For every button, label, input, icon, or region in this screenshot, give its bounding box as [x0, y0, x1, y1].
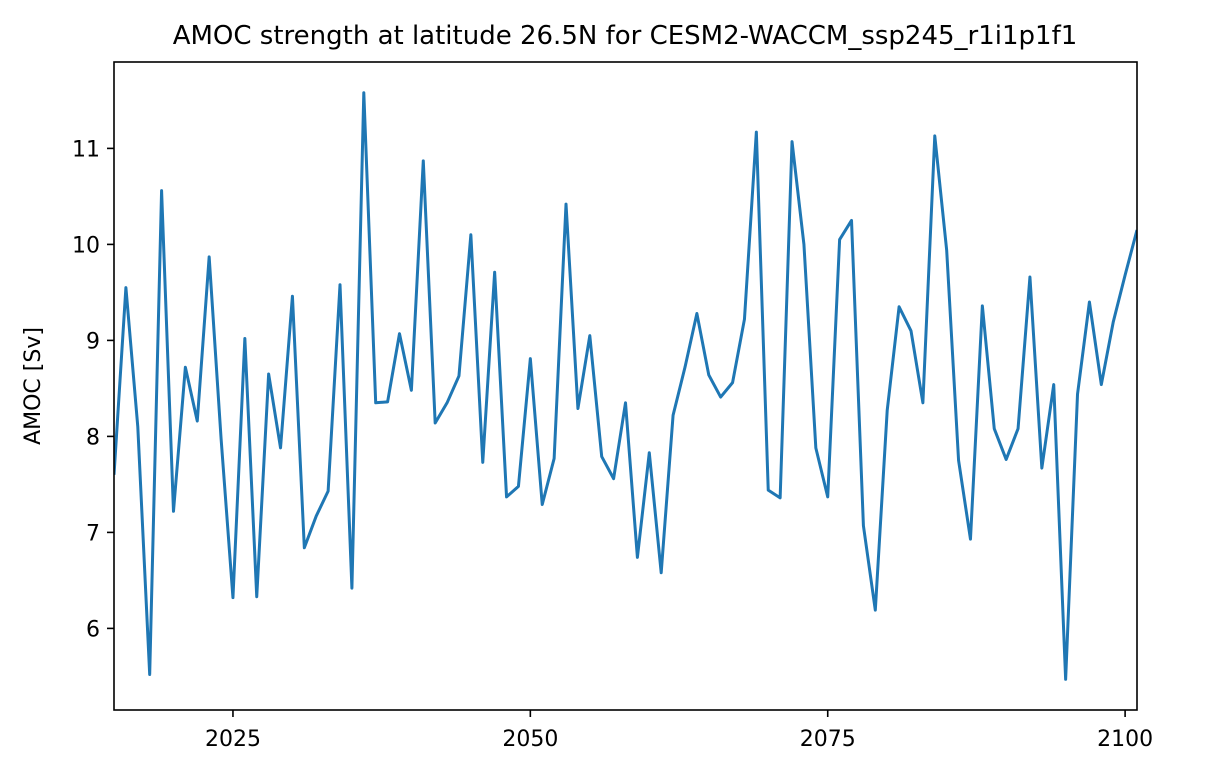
- y-tick-label: 9: [86, 329, 100, 354]
- y-axis-label: AMOC [Sv]: [21, 327, 46, 445]
- axes-frame: [113, 61, 1138, 711]
- chart-title: AMOC strength at latitude 26.5N for CESM…: [173, 21, 1078, 51]
- series-line-0: [114, 91, 1137, 681]
- x-tick-label: 2050: [502, 727, 558, 752]
- y-tick-label: 10: [72, 233, 100, 258]
- y-tick-label: 11: [72, 137, 100, 162]
- x-tick-label: 2100: [1097, 727, 1153, 752]
- y-tick-label: 7: [86, 521, 100, 546]
- x-tick-label: 2075: [800, 727, 856, 752]
- y-tick-label: 8: [86, 425, 100, 450]
- x-tick-label: 2025: [205, 727, 261, 752]
- y-axis: 6 7 8 9 10 11: [72, 137, 114, 642]
- plot-area: [114, 91, 1137, 681]
- x-axis: 2025 2050 2075 2100: [205, 710, 1153, 752]
- y-tick-label: 6: [86, 617, 100, 642]
